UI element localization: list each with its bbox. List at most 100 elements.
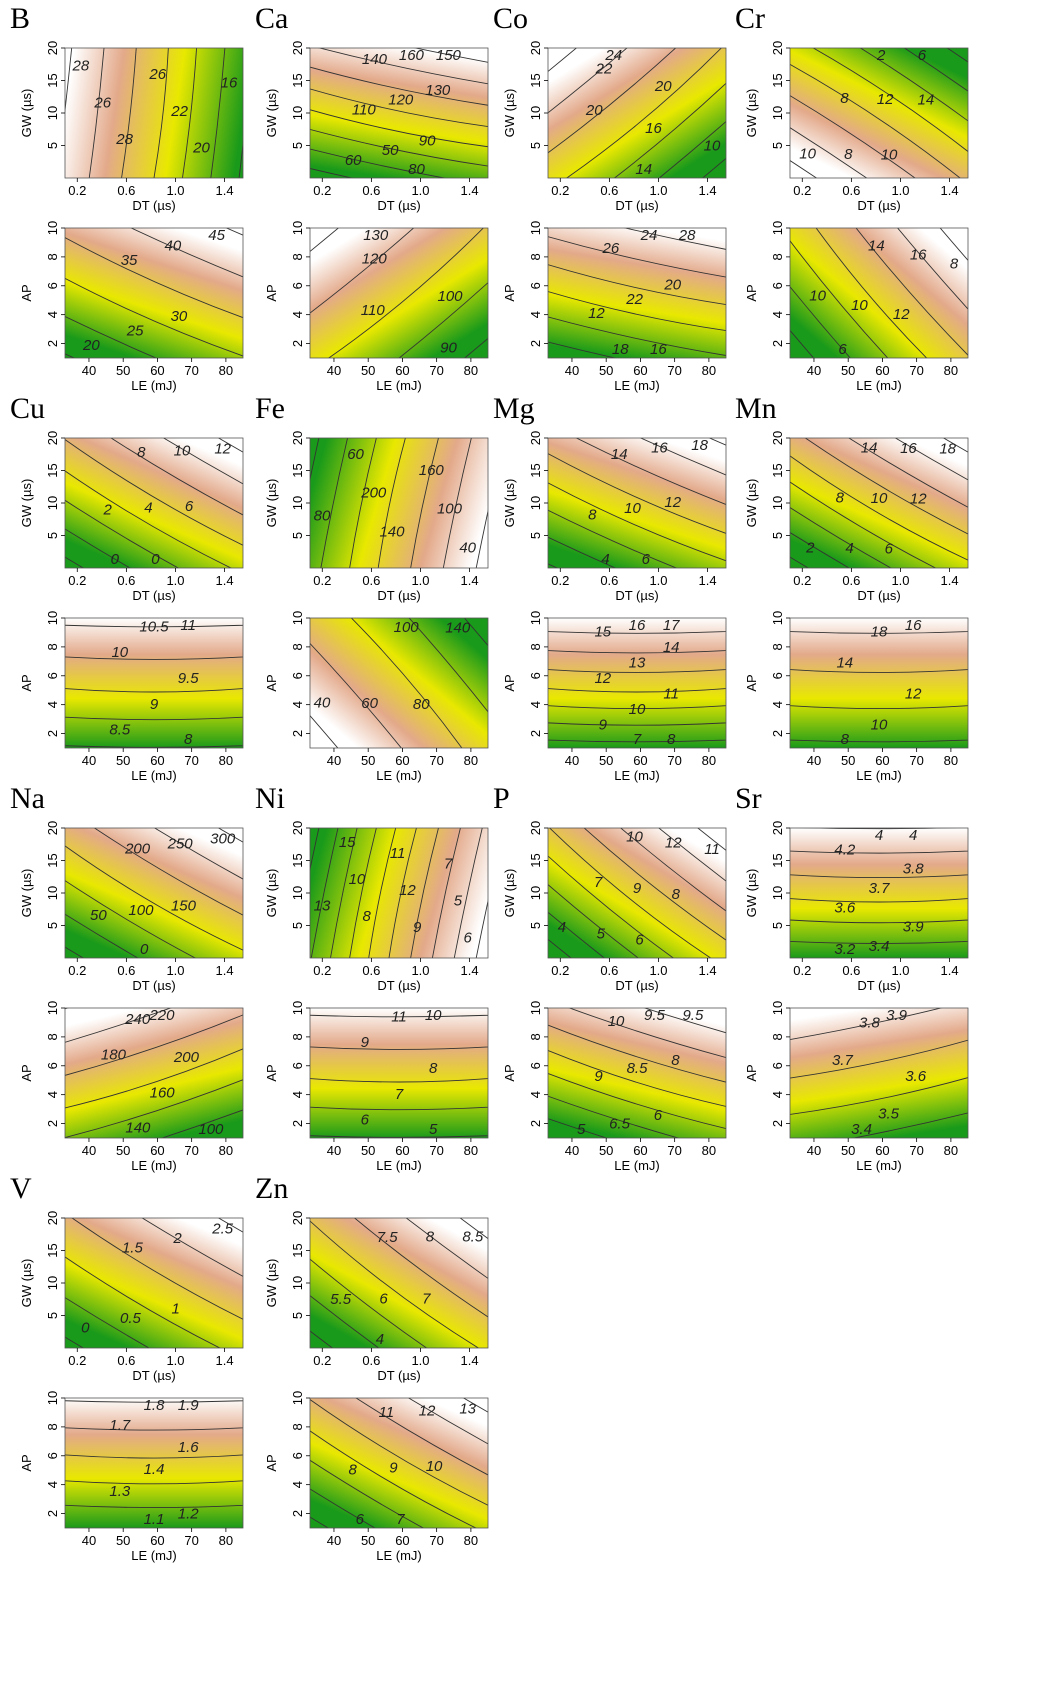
mg-top-contour-label: 16: [651, 440, 668, 457]
x-tick-label: 50: [116, 753, 130, 768]
x-tick-label: 0.6: [842, 573, 860, 588]
v-top-contour-label: 0: [81, 1319, 90, 1336]
sr-top-contour-label: 3.9: [903, 919, 925, 936]
mn-bottom-contour-label: 14: [836, 655, 853, 672]
y-tick-label: 15: [770, 853, 785, 867]
y-axis-label: AP: [19, 1064, 34, 1081]
y-tick-label: 10: [290, 1391, 305, 1405]
mg-top-contour-plot: 18 16 14 12 10 8 6 4 0.2 0.6 1.0 1.4 5 10 15 20 DT (µs) G…: [502, 431, 727, 603]
y-tick-label: 8: [290, 643, 305, 650]
y-axis-label: GW (µs): [502, 89, 517, 138]
v-bottom-contour-label: 1.3: [109, 1483, 131, 1500]
x-tick-label: 1.4: [216, 963, 234, 978]
x-tick-label: 60: [395, 363, 409, 378]
ni-bottom-contour-label: 9: [361, 1034, 370, 1051]
mn-top-contour-plot: 18 16 14 12 10 8 6 4 2 0.2 0.6 1.0 1.4 5 10 15 20 DT (µs)…: [744, 431, 969, 603]
mn-top-contour-label: 4: [845, 540, 853, 557]
x-tick-label: 40: [327, 363, 341, 378]
x-tick-label: 0.6: [600, 963, 618, 978]
x-axis-label: DT (µs): [615, 978, 658, 993]
y-tick-label: 5: [45, 142, 60, 149]
y-tick-label: 8: [45, 1423, 60, 1430]
x-tick-label: 60: [150, 363, 164, 378]
x-tick-label: 1.0: [166, 183, 184, 198]
y-tick-label: 15: [528, 853, 543, 867]
sr-bottom-contour-label: 3.4: [851, 1121, 872, 1138]
ni-top-contour-label: 10: [349, 871, 366, 888]
p-bottom-contour-label: 6: [654, 1107, 663, 1124]
mg-bottom-contour-label: 16: [629, 617, 646, 634]
x-tick-label: 40: [82, 1533, 96, 1548]
b-bottom-contour-label: 35: [121, 252, 138, 269]
ni-top-contour-label: 11: [390, 845, 406, 862]
na-top-contour-plot: 300 250 200 150 100 50 0 0.2 0.6 1.0 1.4 5 10 15 20 DT …: [19, 821, 244, 993]
y-tick-label: 2: [45, 1510, 60, 1517]
mg-bottom-contour-label: 12: [594, 670, 611, 687]
x-tick-label: 80: [219, 1143, 233, 1158]
p-top-contour-label: 4: [558, 919, 566, 936]
p-bottom-contour-label: 8.5: [627, 1060, 649, 1077]
x-tick-label: 1.4: [941, 183, 959, 198]
mn-bottom-contour-label: 8: [841, 731, 850, 748]
y-axis-label: GW (µs): [264, 479, 279, 528]
x-tick-label: 80: [464, 1143, 478, 1158]
x-axis-label: DT (µs): [857, 198, 900, 213]
x-axis-label: LE (mJ): [131, 1158, 177, 1173]
element-label-co: Co: [493, 2, 529, 35]
ca-top-contour-plot: 150 160 140 130 120 110 90 50 60 80 0.2 0.6 1.0 1.4 5 1…: [264, 41, 489, 213]
y-tick-label: 20: [290, 1211, 305, 1225]
x-tick-label: 40: [565, 1143, 579, 1158]
y-tick-label: 10: [45, 1001, 60, 1015]
na-top-contour-label: 250: [167, 836, 194, 853]
y-tick-label: 6: [528, 282, 543, 289]
x-tick-label: 50: [361, 1533, 375, 1548]
x-tick-label: 0.6: [600, 183, 618, 198]
element-label-b: B: [10, 2, 31, 35]
sr-bottom-contour-plot: 3.9 3.8 3.7 3.6 3.5 3.4 40 50 60 70 80 2 4 6 8 10 LE (mJ…: [744, 1001, 969, 1173]
co-top-contour-label: 16: [645, 120, 662, 137]
na-bottom-contour-label: 240: [124, 1011, 151, 1028]
v-bottom-contour-label: 1.7: [109, 1417, 131, 1434]
mg-bottom-contour-label: 11: [663, 685, 679, 702]
na-bottom-contour-label: 140: [125, 1120, 151, 1137]
cr-bottom-contour-label: 16: [910, 246, 927, 263]
mn-bottom-contour-label: 10: [871, 716, 888, 733]
fe-top-surface: [310, 438, 488, 568]
cu-top-contour-label: 12: [214, 441, 231, 458]
x-axis-label: LE (mJ): [614, 378, 660, 393]
v-bottom-contour-label: 1.4: [144, 1461, 165, 1478]
element-label-sr: Sr: [735, 782, 762, 815]
zn-bottom-contour-label: 9: [389, 1460, 398, 1477]
ni-top-contour-plot: 6 5 7 9 12 11 8 10 15 13 0.2 0.6 1.0 1.4 5 10 15 20 DT (µs…: [264, 821, 489, 993]
zn-bottom-contour-label: 10: [426, 1458, 443, 1475]
fe-bottom-contour-label: 100: [394, 619, 420, 636]
y-tick-label: 5: [45, 532, 60, 539]
zn-bottom-contour-label: 13: [459, 1401, 476, 1418]
y-tick-label: 20: [45, 41, 60, 55]
x-tick-label: 0.2: [68, 183, 86, 198]
y-tick-label: 4: [770, 701, 785, 708]
mg-top-contour-label: 18: [691, 437, 708, 454]
x-axis-label: LE (mJ): [614, 768, 660, 783]
element-label-p: P: [493, 782, 510, 815]
y-tick-label: 8: [770, 1033, 785, 1040]
b-top-contour-plot: 28 26 28 26 22 20 16 0.2 0.6 1.0 1.4 5 10 15 20 DT (µs)…: [19, 41, 244, 213]
cr-top-contour-label: 8: [844, 146, 853, 163]
v-bottom-contour-label: 1.8: [144, 1397, 166, 1414]
sr-top-contour-label: 4: [909, 827, 917, 844]
x-tick-label: 40: [807, 363, 821, 378]
zn-top-contour-label: 5.5: [330, 1291, 352, 1308]
mn-bottom-contour-label: 16: [905, 617, 922, 634]
y-tick-label: 5: [528, 142, 543, 149]
x-tick-label: 0.6: [117, 1353, 135, 1368]
ca-bottom-surface: [310, 228, 488, 358]
mn-bottom-contour-plot: 16 18 14 12 10 8 40 50 60 70 80 2 4 6 8 10 LE (mJ) AP: [744, 611, 969, 783]
x-tick-label: 1.0: [649, 963, 667, 978]
cr-bottom-surface: [790, 228, 968, 358]
y-tick-label: 20: [528, 821, 543, 835]
zn-top-contour-label: 4: [376, 1331, 384, 1348]
v-top-contour-plot: 2.5 2 1.5 1 0.5 0 0.2 0.6 1.0 1.4 5 10 15 20 DT (µs) GW…: [19, 1211, 244, 1383]
y-tick-label: 4: [290, 701, 305, 708]
x-tick-label: 40: [807, 753, 821, 768]
